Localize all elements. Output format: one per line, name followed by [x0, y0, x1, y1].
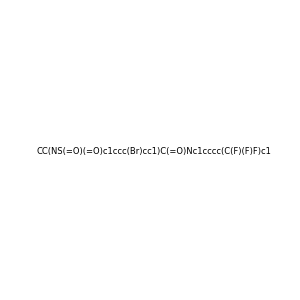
Text: CC(NS(=O)(=O)c1ccc(Br)cc1)C(=O)Nc1cccc(C(F)(F)F)c1: CC(NS(=O)(=O)c1ccc(Br)cc1)C(=O)Nc1cccc(C…	[36, 147, 271, 156]
